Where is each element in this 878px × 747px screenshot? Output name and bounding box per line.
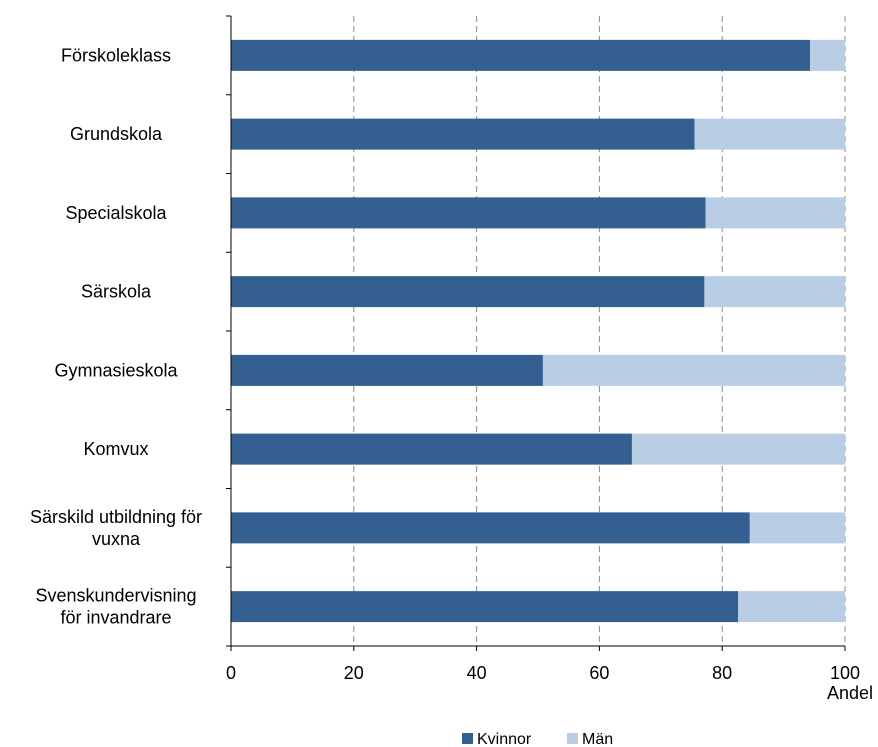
bar-kvinnor-3 xyxy=(231,276,705,308)
x-tick-label-60: 60 xyxy=(589,663,609,683)
bars xyxy=(231,39,845,623)
legend-swatch-man xyxy=(567,733,578,744)
bar-kvinnor-2 xyxy=(231,197,706,229)
category-label-4: Gymnasieskola xyxy=(54,360,178,380)
category-label-2: Specialskola xyxy=(65,203,167,223)
legend: Kvinnor Män xyxy=(462,731,613,747)
bar-man-5 xyxy=(631,433,845,465)
x-tick-label-80: 80 xyxy=(712,663,732,683)
legend-label-man: Män xyxy=(582,731,613,747)
x-axis-label: Andel xyxy=(827,683,873,703)
bar-man-6 xyxy=(749,512,845,544)
bar-man-3 xyxy=(704,276,845,308)
bar-kvinnor-7 xyxy=(231,591,739,623)
bar-man-1 xyxy=(694,118,845,150)
x-tick-label-0: 0 xyxy=(226,663,236,683)
bar-man-0 xyxy=(810,39,845,71)
bar-kvinnor-1 xyxy=(231,118,695,150)
x-tick-label-100: 100 xyxy=(830,663,860,683)
bar-man-7 xyxy=(738,591,845,623)
category-label-7: Svenskundervisning för invandrare xyxy=(35,586,196,628)
category-labels: Förskoleklass Grundskola Specialskola Särsk… xyxy=(30,45,202,627)
bar-kvinnor-0 xyxy=(231,39,811,71)
category-label-1: Grundskola xyxy=(70,124,163,144)
category-label-0: Förskoleklass xyxy=(61,45,171,65)
x-tick-label-20: 20 xyxy=(344,663,364,683)
legend-label-kvinnor: Kvinnor xyxy=(477,731,532,747)
legend-swatch-kvinnor xyxy=(462,733,473,744)
axes xyxy=(226,15,846,651)
bar-kvinnor-4 xyxy=(231,354,543,386)
bar-kvinnor-6 xyxy=(231,512,750,544)
bar-kvinnor-5 xyxy=(231,433,632,465)
category-label-6: Särskild utbildning för vuxna xyxy=(30,507,202,549)
bar-man-2 xyxy=(705,197,845,229)
bar-man-4 xyxy=(542,354,845,386)
category-label-3: Särskola xyxy=(81,282,152,302)
category-label-5: Komvux xyxy=(83,439,148,459)
gridlines xyxy=(353,16,846,646)
x-tick-labels: 0 20 40 60 80 100 xyxy=(226,663,860,683)
x-tick-label-40: 40 xyxy=(467,663,487,683)
